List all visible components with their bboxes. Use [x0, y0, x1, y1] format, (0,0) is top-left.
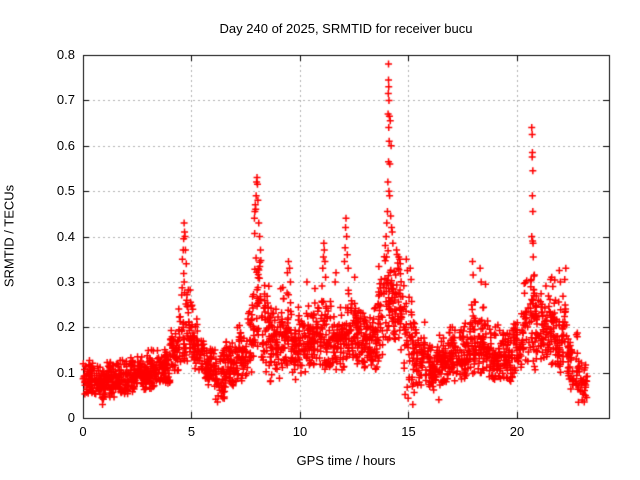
y-tick-label: 0.4 [56, 228, 75, 244]
y-tick-label: 0 [67, 410, 75, 425]
x-tick-label: 0 [79, 424, 87, 439]
chart-title: Day 240 of 2025, SRMTID for receiver buc… [219, 21, 473, 36]
y-tick-label: 0.7 [56, 92, 75, 108]
y-tick-label: 0.8 [56, 47, 75, 62]
y-tick-label: 0.3 [56, 273, 75, 289]
x-tick-label: 20 [509, 424, 525, 439]
y-tick-label: 0.5 [56, 183, 75, 199]
x-tick-label: 10 [292, 424, 308, 439]
x-tick-label: 15 [401, 424, 416, 439]
y-tick-label: 0.2 [56, 319, 75, 335]
x-tick-label: 5 [187, 424, 196, 439]
y-tick-label: 0.1 [56, 364, 75, 380]
y-tick-label: 0.6 [56, 137, 75, 153]
x-axis-label: GPS time / hours [296, 453, 396, 468]
